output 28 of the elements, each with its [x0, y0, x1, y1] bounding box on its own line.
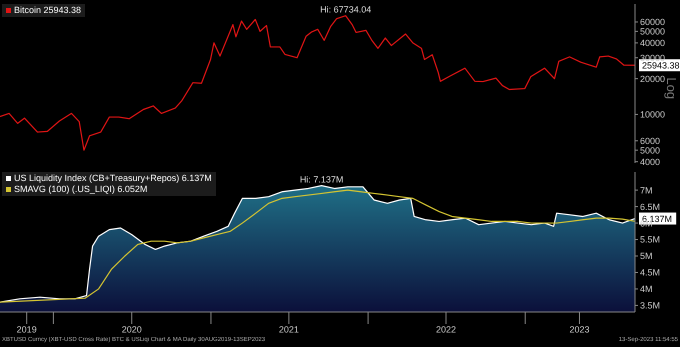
x-tick-label: 2022 [436, 324, 456, 334]
y-tick-label: 4M [640, 284, 653, 294]
y-tick-label: 4.5M [640, 268, 660, 278]
y-tick-label: 20000 [640, 74, 666, 84]
x-tick-label: 2020 [122, 324, 142, 334]
y-tick-label: 3.5M [640, 300, 660, 311]
y-tick-label: 10000 [640, 110, 666, 120]
x-tick-label: 2019 [16, 324, 37, 334]
y-tick-label: 60000 [640, 17, 666, 28]
y-tick-label: 6000 [640, 136, 660, 146]
y-tick-label: 40000 [640, 38, 666, 48]
annotation: 25943.38 [642, 60, 680, 71]
line-series [0, 15, 635, 151]
x-tick-label: 2023 [569, 324, 590, 334]
legend-label: Bitcoin 25943.38 [14, 5, 82, 16]
y-tick-label: 5000 [640, 145, 660, 156]
y-tick-label: 6.5M [640, 202, 660, 212]
y-tick-label: 50000 [640, 26, 666, 37]
y-axis-title: Log [664, 77, 679, 100]
y-tick-label: 5.5M [640, 234, 660, 245]
annotation: Hi: 67734.04 [320, 4, 372, 15]
y-tick-label: 5M [640, 251, 653, 262]
x-tick-label: 2021 [278, 324, 299, 334]
y-tick-label: 7M [640, 185, 653, 196]
y-tick-label: 4000 [640, 156, 660, 167]
legend-label: US Liquidity Index (CB+Treasury+Repos) 6.137M [14, 173, 212, 184]
annotation: Hi: 7.137M [300, 174, 344, 185]
legend-label: SMAVG (100) (.US_LIQI) 6.052M [14, 184, 148, 195]
